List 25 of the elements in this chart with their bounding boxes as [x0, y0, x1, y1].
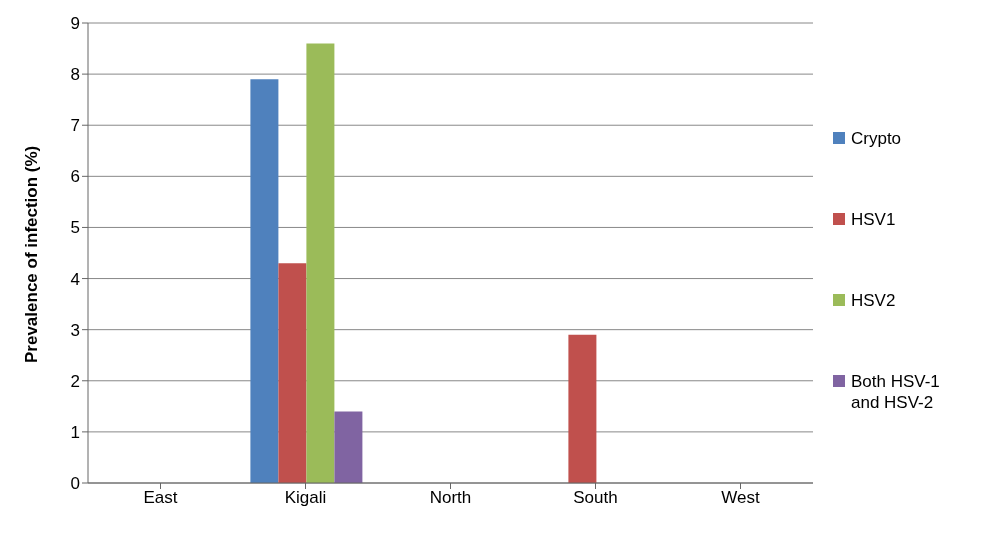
- x-tick-label: Kigali: [284, 488, 327, 508]
- y-tick-label: 0: [70, 474, 80, 494]
- y-tick-label: 6: [70, 167, 80, 187]
- legend-label: Both HSV-1 and HSV-2: [851, 371, 941, 413]
- x-tick-label: North: [429, 488, 472, 508]
- y-axis-title: Prevalence of infection (%): [22, 145, 42, 363]
- legend-label: HSV2: [851, 290, 897, 311]
- y-tick-label: 8: [70, 65, 80, 85]
- x-tick-label: East: [143, 488, 178, 508]
- x-tick-label: West: [721, 488, 760, 508]
- bar: [568, 334, 597, 483]
- x-tick-label: South: [573, 488, 618, 508]
- bar: [306, 43, 335, 483]
- bar: [250, 79, 279, 483]
- y-tick-label: 2: [70, 371, 80, 391]
- y-tick-label: 1: [70, 422, 80, 442]
- y-tick-label: 9: [70, 14, 80, 34]
- y-tick-label: 7: [70, 116, 80, 136]
- y-tick-label: 5: [70, 218, 80, 238]
- legend-label: Crypto: [851, 128, 903, 149]
- bar: [334, 411, 363, 483]
- legend-label: HSV1: [851, 209, 897, 230]
- bar: [278, 263, 307, 483]
- y-tick-label: 3: [70, 320, 80, 340]
- y-tick-label: 4: [70, 269, 80, 289]
